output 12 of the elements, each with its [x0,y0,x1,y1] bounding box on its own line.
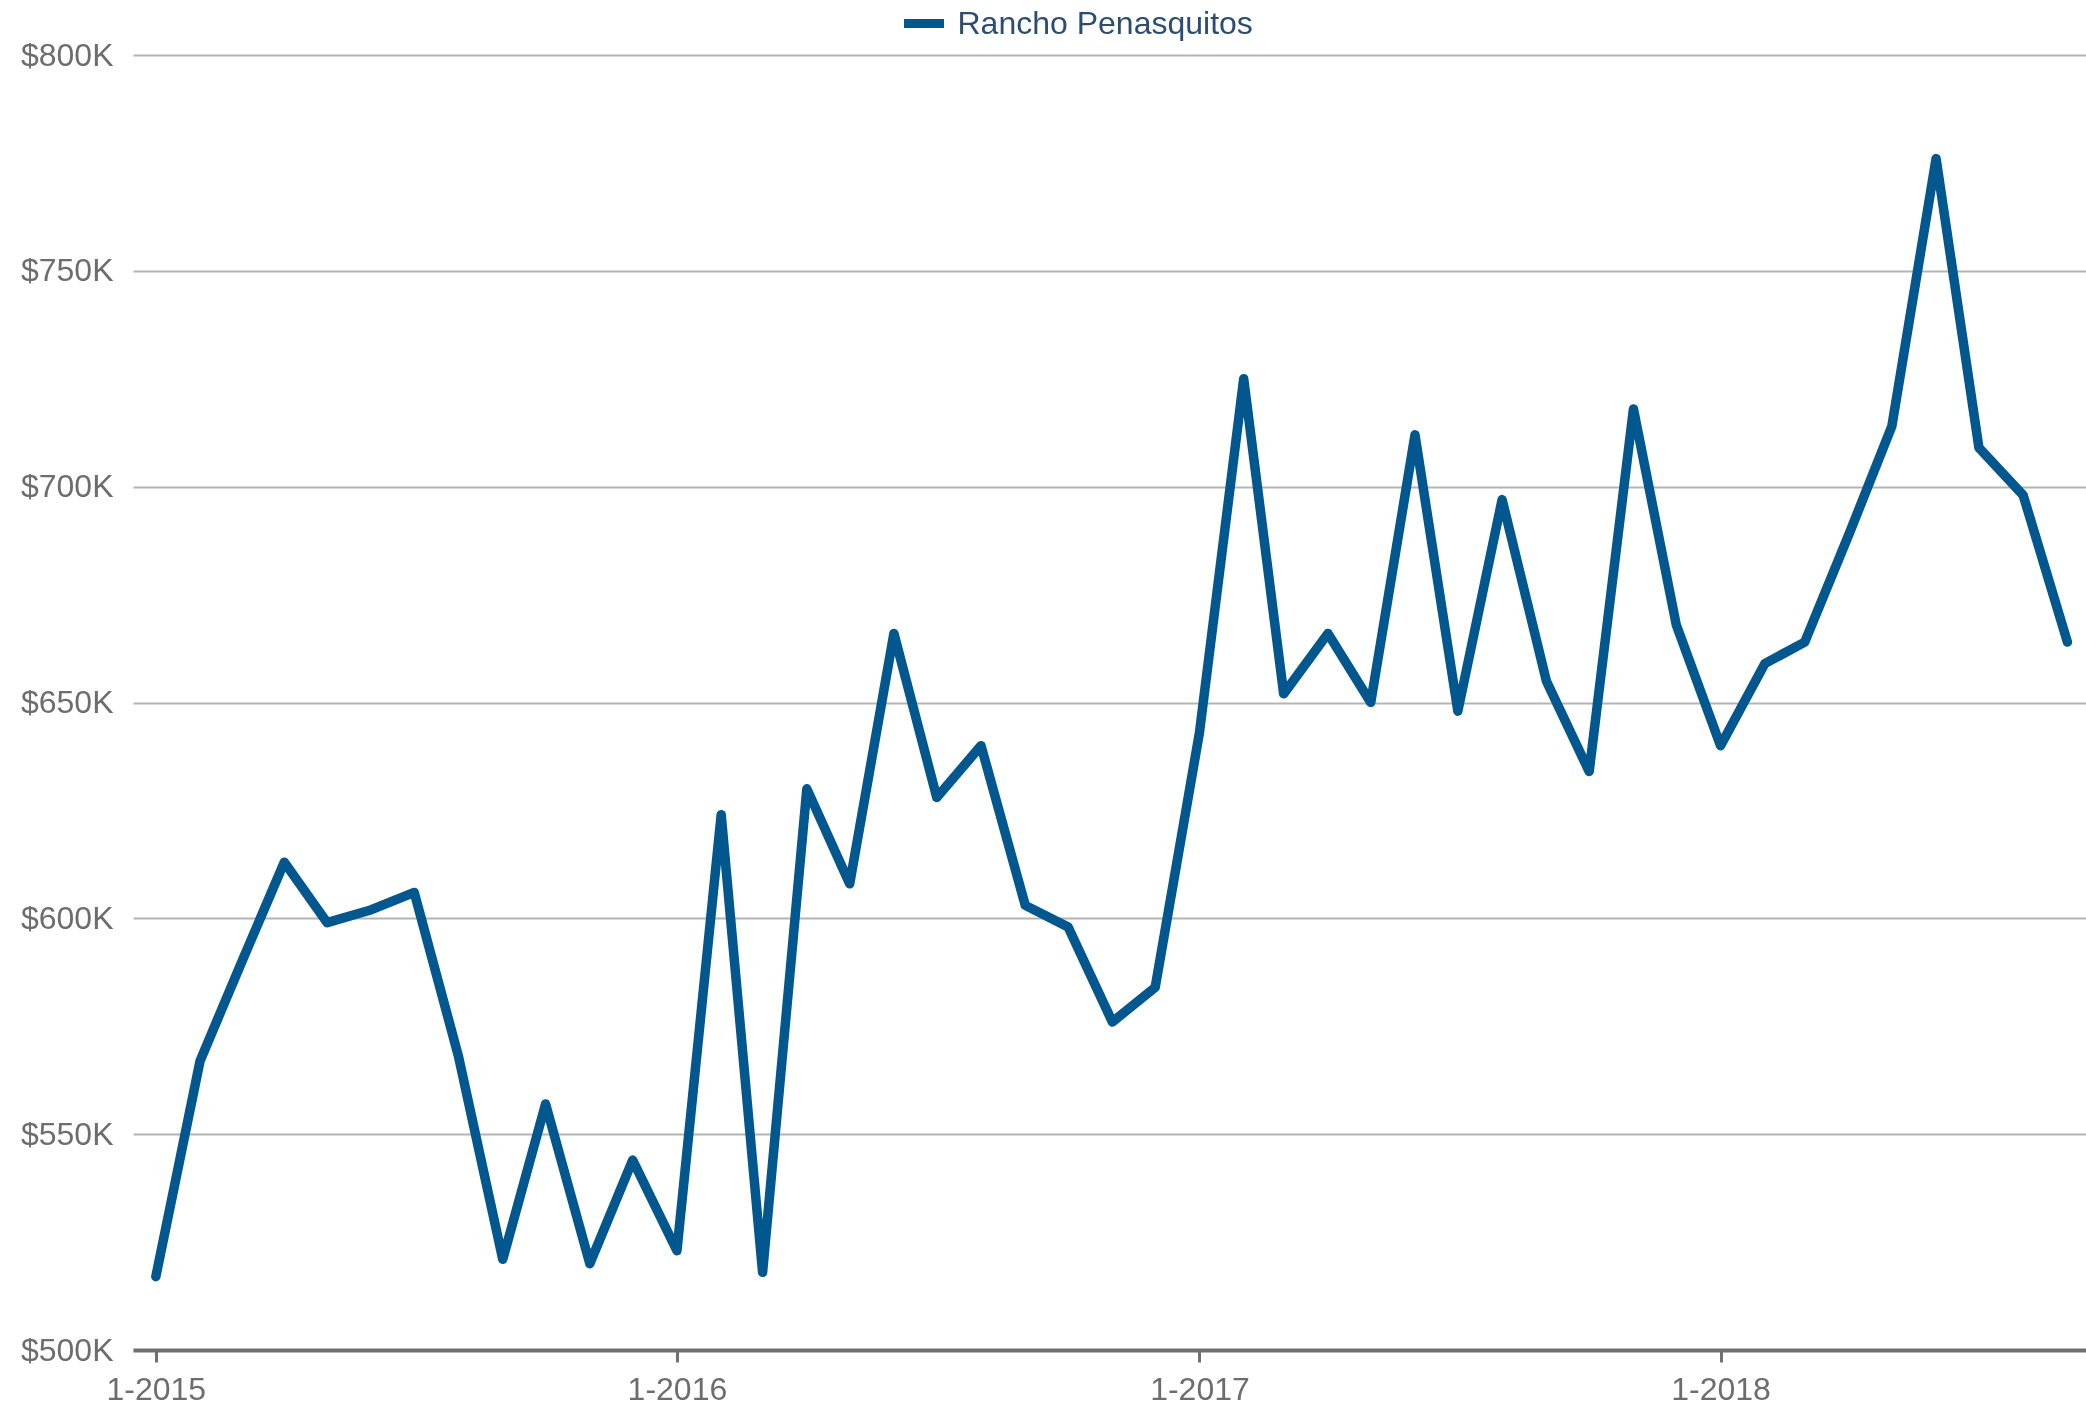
x-tick-label: 1-2017 [1150,1370,1250,1407]
y-tick-label: $550K [20,1115,114,1152]
y-tick-label: $750K [20,252,114,289]
y-tick-label: $800K [20,36,114,73]
legend-label: Rancho Penasquitos [957,4,1253,41]
y-tick-label: $650K [20,684,114,720]
y-tick-label: $600K [20,899,114,936]
x-tick-label: 1-2016 [627,1370,728,1407]
x-tick-label: 1-2015 [106,1370,207,1407]
y-tick-label: $700K [20,468,114,505]
x-tick-label: 1-2018 [1671,1370,1771,1407]
y-tick-label: $500K [20,1331,114,1368]
